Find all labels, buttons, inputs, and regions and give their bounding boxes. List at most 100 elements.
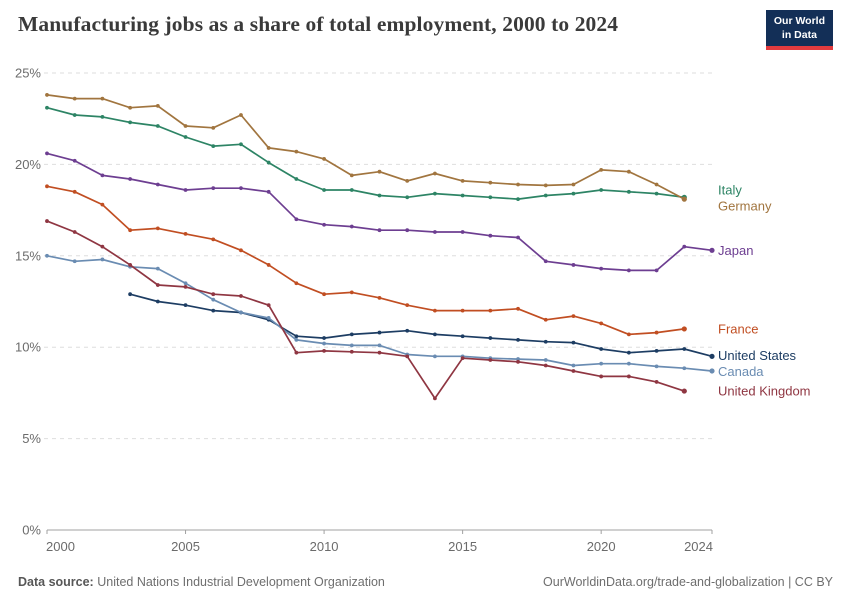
data-point-germany[interactable] [377, 169, 382, 174]
data-point-canada[interactable] [599, 361, 604, 366]
data-point-france[interactable] [488, 308, 493, 313]
data-point-canada[interactable] [349, 343, 354, 348]
data-point-italy[interactable] [571, 191, 576, 196]
data-point-italy[interactable] [377, 193, 382, 198]
data-point-united-kingdom[interactable] [654, 380, 659, 384]
series-line-united-kingdom[interactable] [46, 220, 686, 400]
data-point-italy[interactable] [488, 195, 493, 200]
data-point-japan[interactable] [155, 182, 160, 187]
data-point-italy[interactable] [599, 188, 604, 192]
series-line-france[interactable] [46, 185, 686, 336]
data-point-united-kingdom[interactable] [626, 374, 631, 379]
data-point-canada[interactable] [155, 266, 160, 271]
data-point-canada[interactable] [211, 297, 216, 302]
data-point-canada[interactable] [294, 337, 299, 342]
data-point-united-kingdom[interactable] [543, 363, 548, 368]
data-point-germany[interactable] [681, 196, 687, 202]
data-point-france[interactable] [377, 295, 382, 300]
data-point-united-kingdom[interactable] [571, 369, 576, 373]
data-point-canada[interactable] [433, 354, 437, 359]
data-point-france[interactable] [543, 317, 548, 322]
series-label-france[interactable]: France [718, 321, 758, 336]
data-point-france[interactable] [571, 314, 576, 319]
data-point-japan[interactable] [100, 173, 105, 178]
data-point-italy[interactable] [155, 124, 160, 128]
data-point-germany[interactable] [405, 178, 410, 183]
data-point-united-states[interactable] [377, 330, 382, 335]
series-label-united-states[interactable]: United States [718, 348, 797, 363]
data-point-japan[interactable] [183, 188, 188, 192]
data-point-italy[interactable] [128, 120, 133, 125]
data-point-canada[interactable] [183, 281, 188, 286]
data-point-italy[interactable] [72, 113, 77, 117]
series-label-united-kingdom[interactable]: United Kingdom [718, 384, 811, 399]
data-point-canada[interactable] [654, 364, 659, 369]
data-point-japan[interactable] [460, 230, 465, 234]
data-point-united-kingdom[interactable] [100, 244, 105, 249]
data-point-united-states[interactable] [654, 348, 659, 353]
data-point-united-kingdom[interactable] [128, 263, 133, 267]
data-point-canada[interactable] [377, 343, 382, 348]
data-point-france[interactable] [349, 290, 354, 295]
data-point-canada[interactable] [516, 357, 520, 361]
data-point-canada[interactable] [72, 259, 77, 264]
data-point-france[interactable] [72, 189, 77, 194]
data-point-united-states[interactable] [543, 339, 548, 344]
data-point-united-states[interactable] [322, 336, 326, 340]
data-point-italy[interactable] [433, 191, 437, 196]
data-point-united-kingdom[interactable] [433, 396, 437, 401]
data-point-germany[interactable] [349, 173, 354, 178]
data-point-italy[interactable] [543, 193, 548, 198]
data-point-canada[interactable] [543, 358, 548, 362]
data-point-united-kingdom[interactable] [294, 350, 299, 355]
data-point-italy[interactable] [405, 195, 410, 200]
data-point-united-states[interactable] [211, 308, 216, 313]
series-label-canada[interactable]: Canada [718, 364, 764, 379]
data-point-united-kingdom[interactable] [266, 303, 271, 308]
owid-logo[interactable]: Our World in Data [765, 10, 833, 51]
data-point-united-kingdom[interactable] [322, 348, 326, 353]
data-point-italy[interactable] [349, 188, 354, 192]
data-point-japan[interactable] [571, 263, 576, 267]
data-point-france[interactable] [183, 231, 188, 236]
data-point-germany[interactable] [100, 96, 105, 101]
data-point-italy[interactable] [626, 189, 631, 194]
data-point-germany[interactable] [128, 105, 133, 110]
data-point-united-kingdom[interactable] [45, 219, 49, 223]
data-point-japan[interactable] [349, 224, 354, 229]
data-point-canada[interactable] [266, 316, 271, 320]
data-point-japan[interactable] [488, 233, 493, 238]
data-point-france[interactable] [322, 292, 326, 297]
data-point-france[interactable] [405, 303, 410, 308]
data-point-united-kingdom[interactable] [72, 230, 77, 234]
data-point-japan[interactable] [654, 268, 659, 273]
data-point-united-kingdom[interactable] [681, 388, 687, 394]
data-point-germany[interactable] [433, 171, 437, 176]
data-point-united-kingdom[interactable] [155, 283, 160, 287]
data-point-united-states[interactable] [349, 332, 354, 337]
series-line-italy[interactable] [46, 106, 686, 200]
data-point-france[interactable] [128, 228, 133, 233]
data-point-japan[interactable] [239, 186, 243, 191]
data-point-germany[interactable] [460, 178, 465, 183]
data-point-japan[interactable] [45, 151, 49, 156]
data-point-canada[interactable] [322, 341, 326, 346]
data-point-united-kingdom[interactable] [239, 294, 243, 298]
data-point-canada[interactable] [571, 363, 576, 368]
data-point-united-states[interactable] [626, 350, 631, 355]
data-point-germany[interactable] [72, 96, 77, 101]
data-point-japan[interactable] [682, 244, 687, 249]
data-point-united-kingdom[interactable] [405, 354, 410, 359]
data-point-france[interactable] [516, 306, 520, 311]
data-point-japan[interactable] [128, 177, 133, 181]
data-point-united-states[interactable] [516, 337, 520, 342]
data-point-japan[interactable] [543, 259, 548, 264]
data-point-germany[interactable] [543, 183, 548, 188]
data-point-united-kingdom[interactable] [460, 356, 465, 361]
data-point-canada[interactable] [682, 366, 687, 371]
data-point-canada[interactable] [239, 310, 243, 315]
data-point-united-states[interactable] [128, 292, 133, 297]
data-point-germany[interactable] [322, 157, 326, 161]
data-point-italy[interactable] [460, 193, 465, 198]
series-line-united-states[interactable] [129, 293, 713, 358]
